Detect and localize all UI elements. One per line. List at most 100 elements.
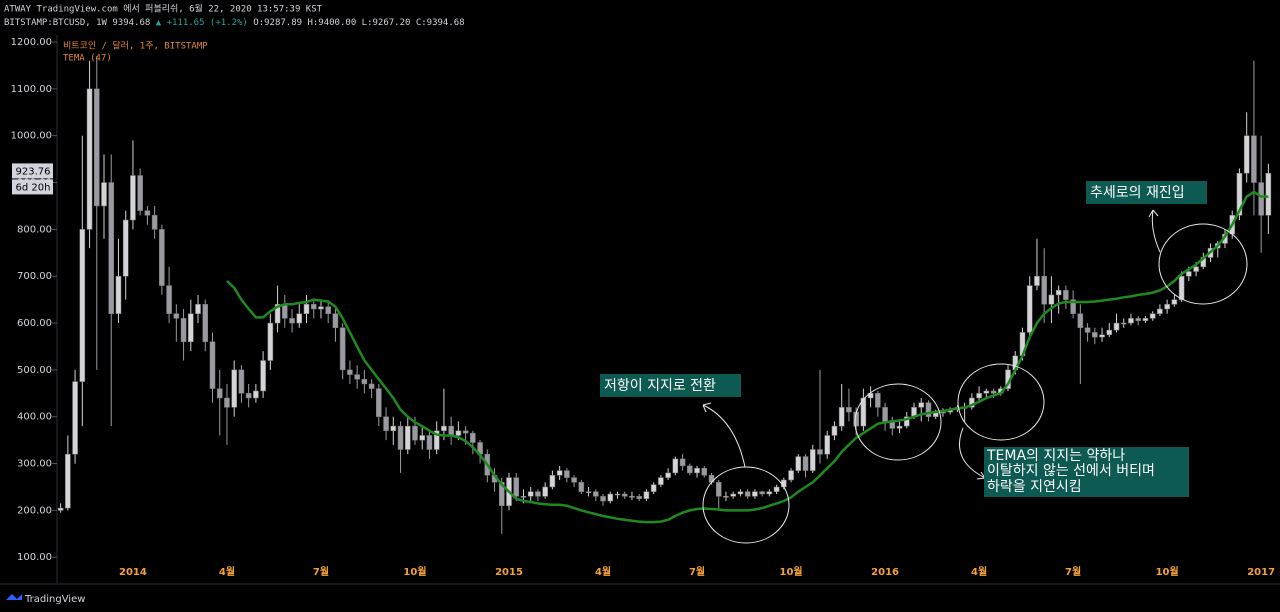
candle-body [643,491,650,499]
candle-body [289,318,295,324]
candle-body [520,496,527,498]
candle-body [1171,299,1178,305]
candle-body [1164,304,1170,310]
candle-body [918,402,925,408]
candle-body [535,491,541,497]
candle-body [1265,172,1272,216]
candle-body [57,507,64,511]
candle-body [1157,308,1163,314]
x-tick-label: 7월 [1065,566,1081,578]
candle-body [701,467,708,476]
symbol: BITSTAMP:BTCUSD, 1W 9394.68 ▲ +111.65 (+… [4,18,465,28]
candle-body [1084,327,1091,333]
candle-body [1236,172,1243,216]
candle-body [1099,334,1105,338]
candle-body [238,369,245,394]
x-tick-label: 2017 [1247,567,1275,578]
candle-body [137,175,143,211]
circle [957,363,1045,441]
candle-body [882,407,888,422]
candle-body [354,374,360,380]
y-tick-label: 500.00 [17,365,52,376]
candle-body [614,493,621,496]
candle-body [549,475,556,488]
candle-body [809,449,816,471]
x-tick-label: 10월 [780,566,803,578]
candle-body [513,477,520,497]
x-tick-label: 10월 [403,566,426,578]
price-label: 923.76 [16,166,51,177]
candle-body [72,381,78,455]
x-tick-label: 4월 [595,566,611,578]
candle-body [303,304,310,314]
candle-body [1048,294,1055,305]
candle-body [144,210,151,216]
candle-body [542,486,548,497]
candle-body [412,425,418,441]
candle-body [1092,332,1098,338]
candle-body [455,430,462,436]
annotation: 추세로의 재진입 [1090,185,1185,201]
candle-body [1055,290,1062,296]
candle-body [79,229,86,382]
x-tick-label: 2016 [871,567,899,578]
candle-body [759,491,765,495]
candle-body [925,402,932,417]
candle-body [636,496,642,499]
candle-body [231,369,237,408]
candle-body [470,432,476,443]
y-tick-label: 800.00 [17,224,52,235]
x-tick-label: 2014 [119,567,147,578]
candle-body [802,456,809,471]
y-tick-label: 400.00 [17,412,52,423]
candle-body [896,425,903,429]
candle-body [195,304,201,314]
candle-body [1186,271,1192,277]
x-tick-label: 4월 [219,566,235,578]
annotation: 저항이 지지로 전환 [604,378,716,394]
candle-body [752,491,758,497]
candle-body [723,496,729,498]
candle-body [817,449,823,455]
candle-body [846,407,852,413]
candle-body [253,390,259,399]
candle-body [433,430,440,450]
candle-body [347,369,353,375]
y-tick-label: 1200.00 [11,37,52,48]
y-tick-label: 200.00 [17,505,52,516]
candle-body [831,425,838,436]
candle-body [159,229,165,286]
y-tick-label: 100.00 [17,552,52,563]
candle-body [1113,322,1120,331]
y-tick-label: 1100.00 [11,84,52,95]
plot: 100.00 200.00 300.00 400.00 500.00 600.00 700.… [11,37,1275,578]
candle-body [1034,275,1040,286]
candle-body [838,407,845,427]
candle-body [694,467,700,474]
candle-body [310,304,317,310]
candle-body [318,306,324,310]
x-tick-label: 2015 [495,567,523,578]
brand[interactable]: TradingView [24,594,85,605]
x-tick-label: 7월 [313,566,329,578]
y-tick-label: 300.00 [17,459,52,470]
candle-body [607,493,614,502]
candle-body [1120,322,1127,325]
candle-body [325,306,331,314]
candle-body [267,322,274,361]
candle-body [376,388,382,417]
annotation: TEMA의 지지는 약하나 [986,448,1125,464]
circle [702,466,790,544]
candle-body [224,397,230,408]
legend-main: 비트코인 / 달러, 1주, BITSTAMP [63,40,208,52]
countdown: 6d 20h [16,182,51,193]
candle-body [202,304,209,343]
candle-body [1178,275,1185,300]
candle-body [390,425,397,432]
candle-body [1026,285,1033,333]
candle-body [383,416,389,432]
candle-body [101,182,107,207]
annotation: 하락을 지연시킴 [987,479,1082,495]
